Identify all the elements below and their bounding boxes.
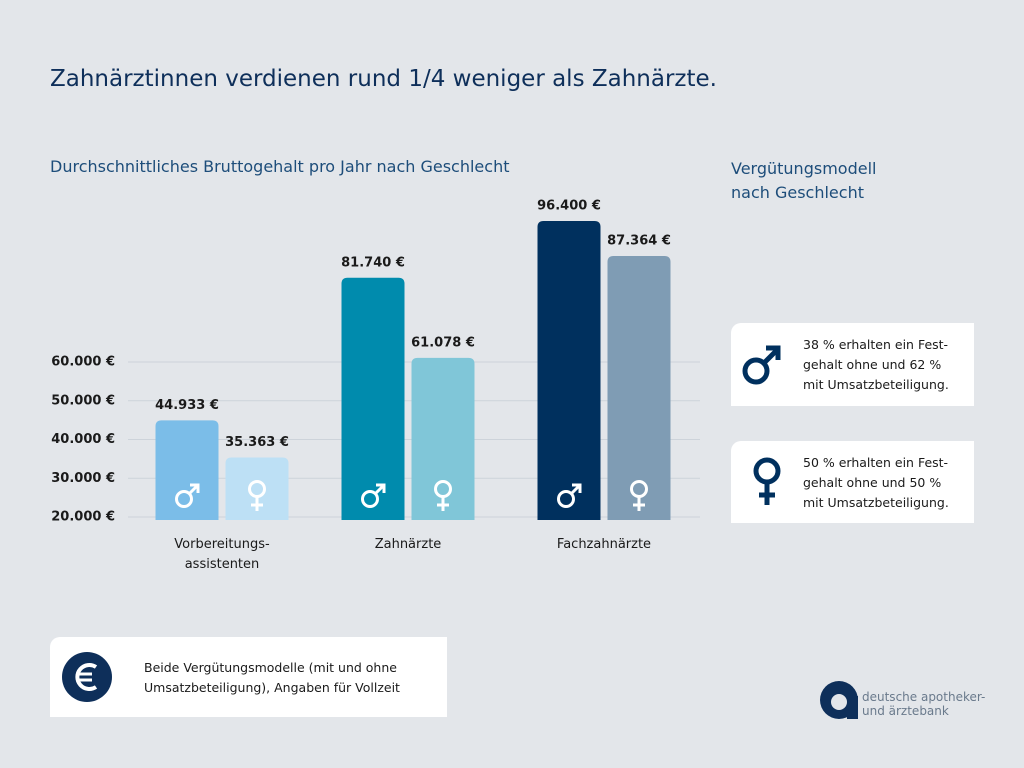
female-symbol (251, 497, 263, 511)
subtitle: Durchschnittliches Bruttogehalt pro Jahr… (50, 157, 510, 176)
value-label: 35.363 € (225, 435, 289, 450)
male-icon (742, 345, 781, 385)
logo-icon (820, 681, 858, 719)
note: Beide Vergütungsmodelle (mit und ohne Um… (144, 660, 400, 695)
male-symbol (175, 490, 193, 508)
male-symbol (373, 483, 386, 496)
female-box: 50 % erhalten ein Fest- gehalt ohne und … (731, 441, 974, 523)
bar (411, 357, 475, 520)
female-symbol (633, 497, 645, 511)
male-box: 38 % erhalten ein Fest- gehalt ohne und … (731, 323, 974, 406)
male-text: 38 % erhalten ein Fest- gehalt ohne und … (803, 337, 949, 392)
male-symbol (557, 490, 575, 508)
male-symbol (569, 483, 582, 496)
logo-text: deutsche apotheker- und ärztebank (862, 690, 986, 718)
x-tick-label: Zahnärzte (374, 537, 442, 552)
female-symbol (630, 480, 648, 498)
female-text: 50 % erhalten ein Fest- gehalt ohne und … (803, 455, 949, 510)
value-label: 44.933 € (155, 398, 219, 413)
chart: 20.000 € 30.000 € 40.000 € 50.000 € 60.000 €… (51, 198, 700, 525)
note-box: Beide Vergütungsmodelle (mit und ohne Um… (50, 637, 447, 717)
female-symbol (437, 497, 449, 511)
x-tick-label: Fachzahnärzte (556, 537, 652, 552)
value-label: 61.078 € (411, 335, 475, 350)
side-title: Vergütungsmodell nach Geschlecht (731, 159, 877, 202)
y-tick-label: 30.000 € (51, 471, 115, 486)
value-label: 81.740 € (341, 255, 405, 270)
euro-icon (62, 652, 112, 702)
female-icon (753, 457, 781, 505)
female-symbol (434, 480, 452, 498)
y-tick-label: 40.000 € (51, 432, 115, 447)
bar (537, 220, 601, 520)
female-symbol (248, 480, 266, 498)
y-tick-label: 60.000 € (51, 355, 115, 370)
bar (225, 457, 289, 520)
y-tick-label: 20.000 € (51, 510, 115, 525)
male-symbol (187, 483, 200, 496)
bar (607, 255, 671, 521)
x-tick-label: Vorbereitungs- assistenten (174, 537, 270, 572)
value-label: 87.364 € (607, 233, 671, 248)
y-tick-label: 50.000 € (51, 393, 115, 408)
bar (341, 277, 405, 520)
title: Zahnärztinnen verdienen rund 1/4 weniger… (50, 66, 717, 92)
value-label: 96.400 € (537, 198, 601, 213)
male-symbol (361, 490, 379, 508)
bar (155, 420, 219, 520)
